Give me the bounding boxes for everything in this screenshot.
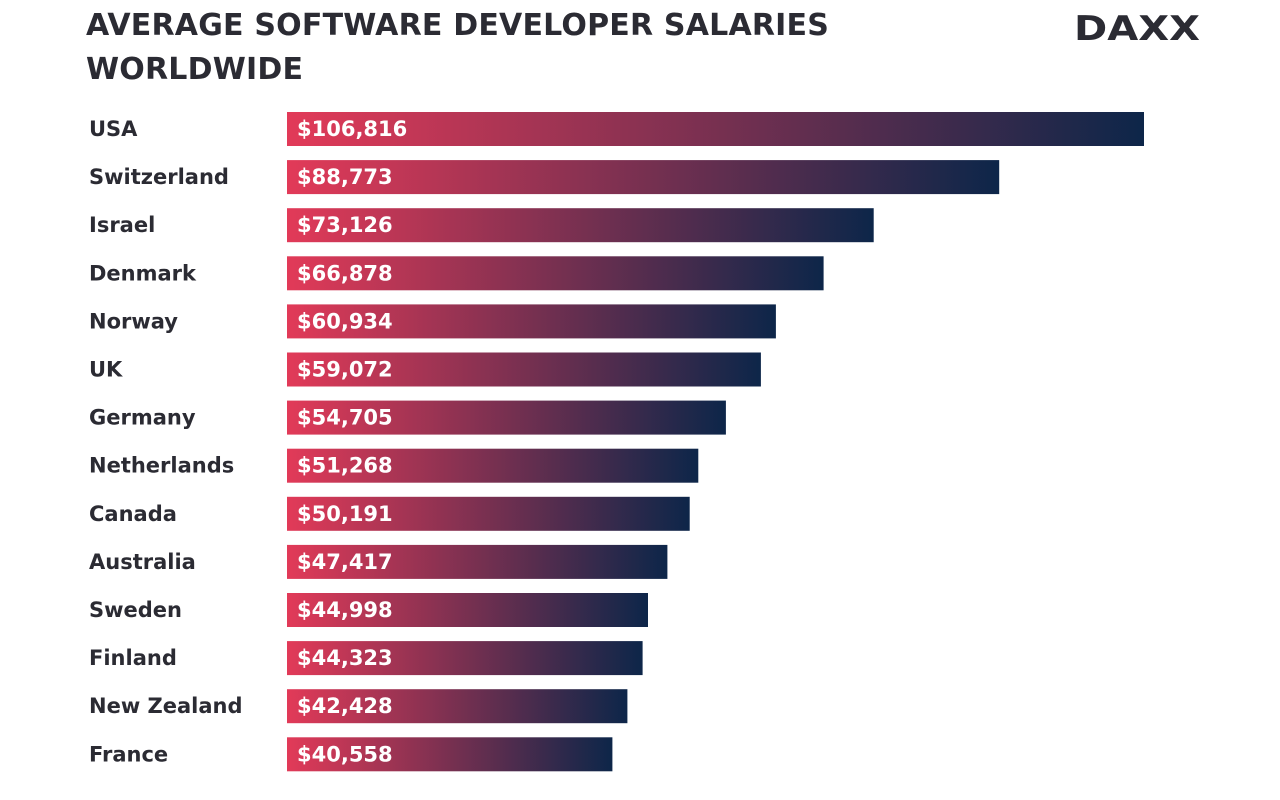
category-label: Israel <box>89 213 155 237</box>
bar-value-label: $59,072 <box>297 358 393 382</box>
bar <box>287 737 613 772</box>
bar <box>287 208 874 243</box>
category-label: Australia <box>89 550 196 574</box>
logo-text: DAXX <box>1074 9 1200 48</box>
category-label: France <box>89 742 168 766</box>
bar <box>287 400 726 435</box>
bar-value-label: $60,934 <box>297 309 393 333</box>
bar <box>287 304 776 339</box>
category-label: Finland <box>89 646 177 670</box>
bar <box>287 544 668 579</box>
category-label: UK <box>89 358 123 382</box>
bar-value-label: $50,191 <box>297 502 393 526</box>
category-label: Canada <box>89 502 177 526</box>
bar-value-label: $66,878 <box>297 261 393 285</box>
bar-value-label: $44,323 <box>297 646 393 670</box>
bar <box>287 112 1144 146</box>
category-label: USA <box>89 117 138 141</box>
category-label: Norway <box>89 309 178 333</box>
category-label: Denmark <box>89 261 197 285</box>
bar-value-label: $88,773 <box>297 165 393 189</box>
bar-value-label: $40,558 <box>297 742 393 766</box>
chart-title: AVERAGE SOFTWARE DEVELOPER SALARIES WORL… <box>86 8 830 87</box>
category-label: Germany <box>89 406 196 430</box>
category-label: Switzerland <box>89 165 229 189</box>
bar-value-label: $54,705 <box>297 406 393 430</box>
category-label: New Zealand <box>89 694 243 718</box>
bar-value-label: $42,428 <box>297 694 393 718</box>
category-label: Netherlands <box>89 454 234 478</box>
bar <box>287 689 628 724</box>
bar <box>287 256 824 291</box>
bar <box>287 160 1000 195</box>
bar <box>287 641 643 676</box>
bar-value-label: $44,998 <box>297 598 393 622</box>
bar-value-label: $106,816 <box>297 117 407 141</box>
bar-value-label: $47,417 <box>297 550 393 574</box>
bar-value-label: $73,126 <box>297 213 393 237</box>
bar <box>287 352 761 387</box>
bar-value-label: $51,268 <box>297 454 393 478</box>
bar <box>287 448 699 483</box>
daxx-logo: DAXX <box>1074 9 1200 48</box>
bar <box>287 593 648 627</box>
bar <box>287 496 690 531</box>
bars-group: USA $106,816 Switzerland $88,773 Israel $73,1… <box>89 112 1144 772</box>
category-label: Sweden <box>89 598 182 622</box>
